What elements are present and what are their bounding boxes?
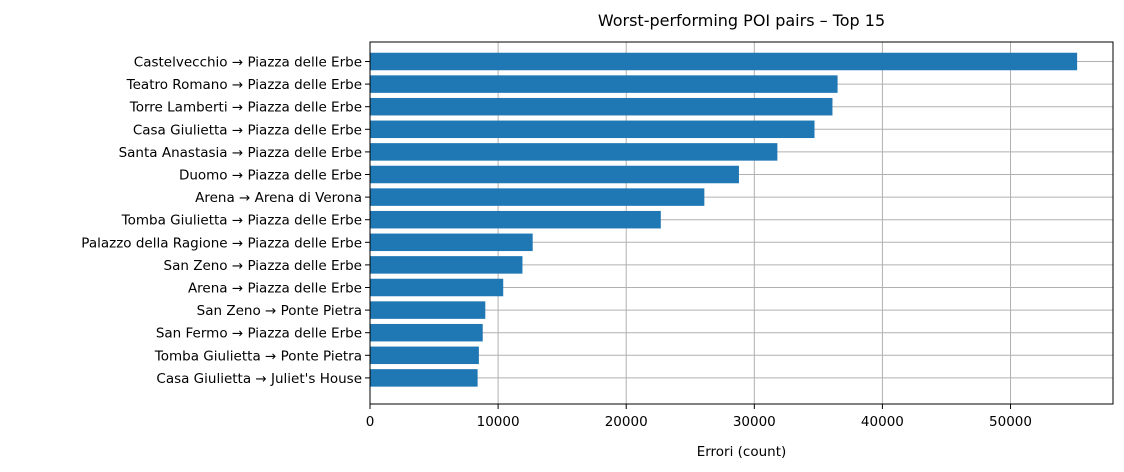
bar [370, 233, 533, 252]
y-tick-label: Castelvecchio → Piazza delle Erbe [134, 55, 362, 71]
bar [370, 75, 838, 93]
bar [370, 323, 483, 342]
plot-frame [369, 41, 1114, 405]
y-tick-label: Arena → Piazza delle Erbe [188, 281, 362, 297]
y-tick-label: Palazzo della Ragione → Piazza delle Erb… [81, 235, 362, 251]
bar [370, 52, 1078, 71]
bar [370, 120, 815, 139]
y-tick-label: Santa Anastasia → Piazza delle Erbe [119, 145, 362, 161]
bar [370, 256, 523, 274]
x-tick-label: 20000 [605, 414, 648, 430]
bar [370, 301, 486, 319]
y-tick-label: Tomba Giulietta → Ponte Pietra [154, 348, 362, 364]
bar [370, 97, 833, 116]
bar [370, 165, 739, 184]
y-tick-label: Casa Giulietta → Juliet's House [156, 371, 362, 387]
bar [370, 188, 705, 206]
bar [370, 143, 778, 161]
y-tick-label: Teatro Romano → Piazza delle Erbe [126, 77, 362, 93]
y-tick-label: San Zeno → Ponte Pietra [197, 303, 362, 319]
bar-layer [370, 52, 1078, 387]
y-tick-label: Arena → Arena di Verona [195, 190, 362, 206]
y-tick-label: Torre Lamberti → Piazza delle Erbe [129, 100, 362, 116]
y-tick-label: Duomo → Piazza delle Erbe [179, 168, 362, 184]
bar [370, 210, 661, 229]
x-tick-label: 0 [366, 414, 375, 430]
chart-title: Worst-performing POI pairs – Top 15 [598, 11, 885, 30]
y-tick-label: San Fermo → Piazza delle Erbe [156, 326, 362, 342]
x-tick-label: 40000 [861, 414, 904, 430]
axis-layer: 0 10000 20000 30000 40000 50000 Castelvecchio … [81, 41, 1114, 430]
x-tick-label: 10000 [477, 414, 520, 430]
y-tick-label: Tomba Giulietta → Piazza delle Erbe [121, 213, 362, 229]
bar [370, 346, 479, 365]
x-axis-label: Errori (count) [697, 444, 787, 460]
bar [370, 278, 504, 297]
y-tick-label: Casa Giulietta → Piazza delle Erbe [133, 122, 362, 138]
x-tick-label: 50000 [989, 414, 1032, 430]
y-tick-label: San Zeno → Piazza delle Erbe [164, 258, 363, 274]
x-tick-label: 30000 [733, 414, 776, 430]
bar [370, 369, 478, 387]
